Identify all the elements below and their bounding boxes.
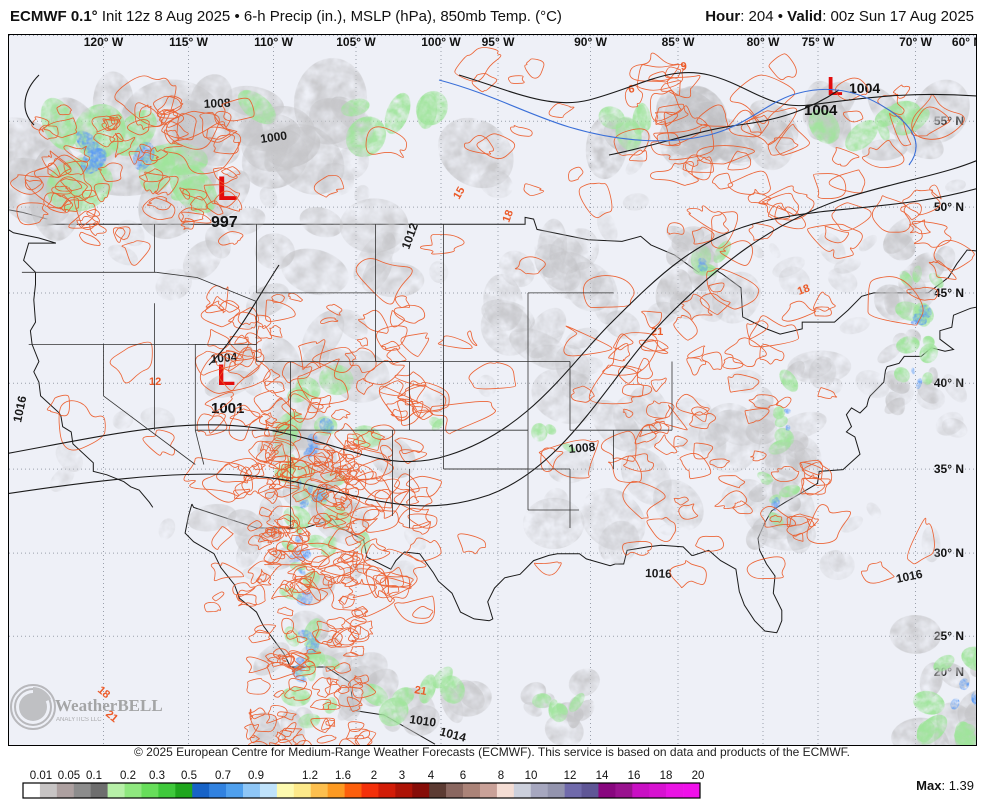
svg-text:90° W: 90° W [574,35,607,49]
svg-text:20: 20 [692,770,705,782]
svg-text:1008: 1008 [203,96,231,111]
svg-text:0.7: 0.7 [215,770,231,782]
svg-text:115° W: 115° W [169,35,208,49]
svg-text:105° W: 105° W [336,35,376,49]
svg-text:2: 2 [371,770,377,782]
svg-text:45° N: 45° N [934,286,964,300]
svg-text:10: 10 [525,770,538,782]
svg-text:95° W: 95° W [482,35,515,49]
svg-text:3: 3 [399,770,405,782]
svg-text:85° W: 85° W [662,35,695,49]
svg-text:35° N: 35° N [934,462,964,476]
svg-text:4: 4 [428,770,435,782]
svg-text:997: 997 [211,214,238,231]
svg-text:75° W: 75° W [802,35,835,49]
svg-text:1.6: 1.6 [335,770,351,782]
svg-text:1016: 1016 [645,566,672,581]
svg-text:0.05: 0.05 [58,770,80,782]
svg-text:100° W: 100° W [421,35,461,49]
svg-text:14: 14 [596,770,609,782]
svg-text:21: 21 [413,684,427,698]
svg-text:1008: 1008 [568,440,596,456]
svg-text:ANALYTICS LLC: ANALYTICS LLC [56,717,102,723]
svg-text:1001: 1001 [211,400,244,417]
svg-text:L: L [217,170,238,208]
svg-text:12: 12 [149,376,161,388]
svg-text:8: 8 [498,770,504,782]
svg-text:70° W: 70° W [899,35,932,49]
svg-text:WeatherBELL: WeatherBELL [55,696,163,715]
svg-text:0.3: 0.3 [149,770,165,782]
svg-text:120° W: 120° W [84,35,124,49]
svg-text:60° N: 60° N [952,35,976,49]
svg-text:0.1: 0.1 [86,770,102,782]
svg-text:1.2: 1.2 [302,770,318,782]
svg-text:0.9: 0.9 [248,770,264,782]
svg-text:0.01: 0.01 [30,770,52,782]
svg-text:16: 16 [628,770,641,782]
svg-text:9: 9 [680,61,687,73]
svg-text:0.2: 0.2 [120,770,136,782]
svg-text:110° W: 110° W [254,35,293,49]
svg-text:80° W: 80° W [747,35,780,49]
svg-text:0.5: 0.5 [181,770,197,782]
svg-text:6: 6 [460,770,466,782]
svg-text:12: 12 [564,770,577,782]
svg-text:18: 18 [660,770,673,782]
